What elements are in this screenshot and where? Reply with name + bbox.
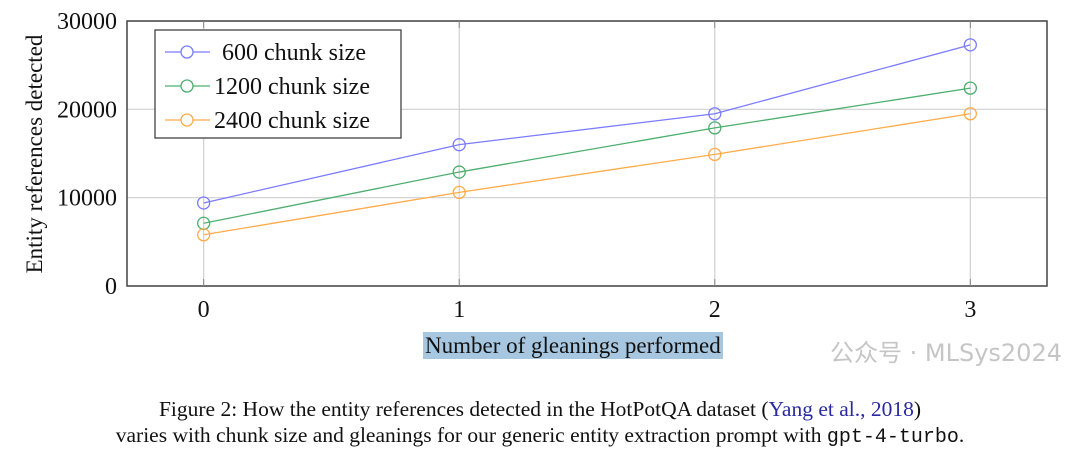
model-name: gpt-4-turbo [826, 426, 959, 449]
caption-text: varies with chunk size and gleanings for… [115, 423, 827, 447]
y-axis-label: Entity references detected [22, 34, 47, 273]
data-point [708, 147, 722, 162]
caption-text: Figure 2: How the entity references dete… [158, 397, 769, 421]
y-tick-label: 30000 [57, 9, 117, 35]
y-tick-label: 10000 [57, 186, 117, 212]
ticks: 0 1 2 3 0 10000 20000 30000 [57, 9, 976, 323]
x-axis-label: Number of gleanings performed [423, 332, 723, 359]
legend-label: 1200 chunk size [214, 74, 370, 100]
figure-caption-line-2: varies with chunk size and gleanings for… [0, 422, 1080, 451]
plot-frame [126, 20, 1048, 287]
x-tick-label: 0 [198, 297, 210, 323]
data-point [452, 165, 466, 179]
data-point [197, 196, 211, 210]
legend-label: 2400 chunk size [214, 108, 370, 134]
data-point [963, 81, 977, 95]
caption-text: . [958, 423, 965, 447]
legend-label: 600 chunk size [222, 40, 366, 66]
legend-marker [180, 45, 194, 59]
data-point [197, 228, 211, 242]
y-tick-label: 20000 [57, 97, 117, 123]
series-line [203, 44, 971, 204]
legend-marker [180, 79, 194, 93]
data-point [452, 138, 466, 152]
data-point [452, 185, 466, 200]
x-tick-label: 2 [709, 297, 721, 323]
data-point [963, 107, 977, 121]
x-tick-label: 1 [453, 297, 465, 323]
y-tick-label: 0 [105, 274, 117, 300]
series-line [203, 87, 971, 224]
legend: 600 chunk size 1200 chunk size 2400 chunk … [154, 29, 402, 139]
caption-text: ) [913, 397, 922, 421]
data-point [708, 121, 722, 135]
series [197, 38, 977, 242]
data-point [708, 107, 722, 121]
figure-caption-line-1: Figure 2: How the entity references dete… [0, 396, 1080, 422]
data-point [963, 38, 977, 52]
legend-marker [180, 113, 194, 127]
series-line [203, 113, 971, 236]
x-tick-label: 3 [964, 297, 976, 323]
citation-link[interactable]: Yang et al., 2018 [768, 397, 914, 421]
